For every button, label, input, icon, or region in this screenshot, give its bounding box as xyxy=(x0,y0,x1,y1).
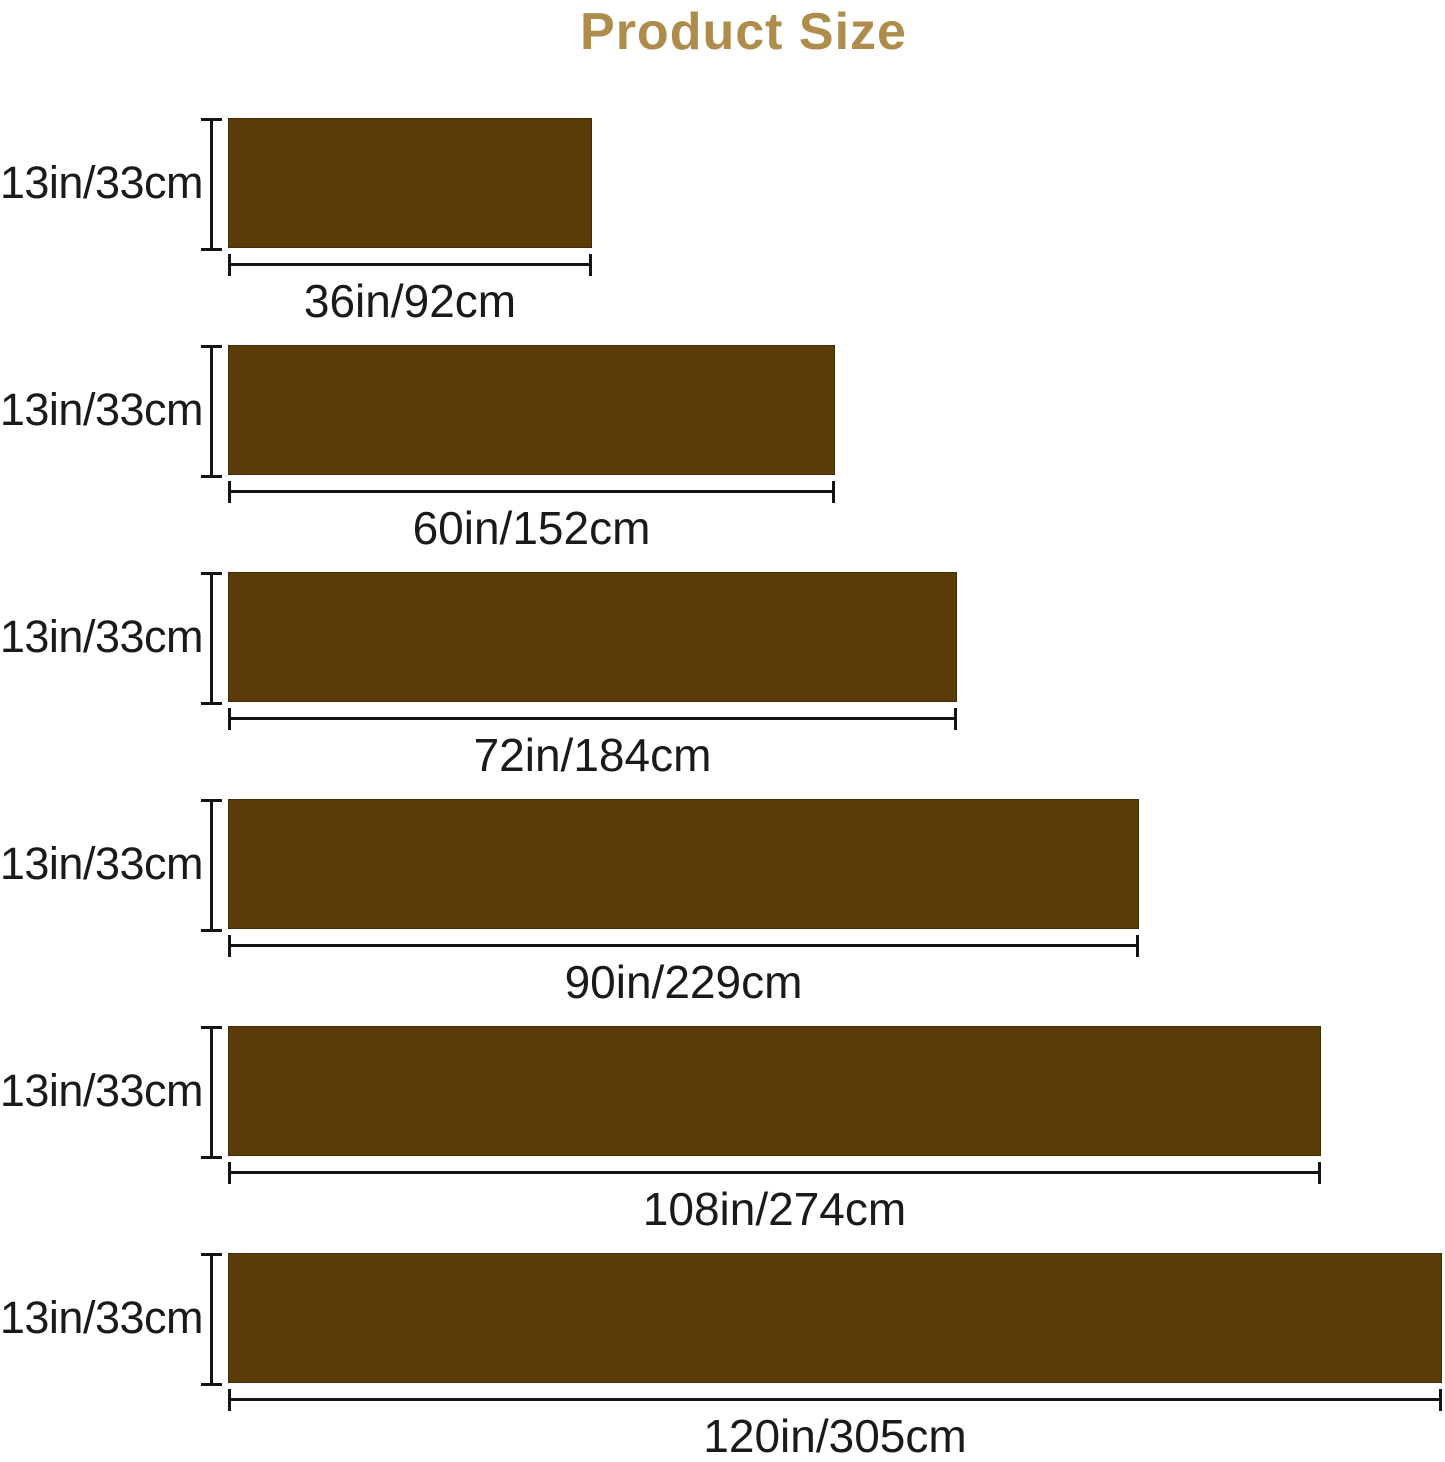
width-dimension-label: 90in/229cm xyxy=(564,956,803,1008)
vertical-dimension-line xyxy=(201,799,228,932)
height-dimension-label: 13in/33cm xyxy=(0,1065,204,1116)
bar-column: 120in/305cm xyxy=(228,1253,1442,1461)
vertical-dimension-line xyxy=(201,1026,228,1159)
product-rectangle xyxy=(228,572,957,702)
vertical-dimension-line xyxy=(201,345,228,478)
dimension-cap-bottom xyxy=(201,929,222,932)
height-dimension-label: 13in/33cm xyxy=(0,157,204,208)
dimension-cap-right xyxy=(1439,1389,1442,1411)
dimension-line-bar xyxy=(210,572,213,705)
bar-column: 36in/92cm xyxy=(228,118,592,326)
product-rectangle xyxy=(228,1253,1442,1383)
page-title: Product Size xyxy=(580,3,907,61)
height-dimension-label: 13in/33cm xyxy=(0,1292,204,1343)
horizontal-dimension-line xyxy=(228,1162,1321,1184)
size-row: 13in/33cm 120in/305cm xyxy=(0,1253,1445,1461)
dimension-line-bar xyxy=(228,263,592,266)
dimension-line-bar xyxy=(210,1253,213,1386)
horizontal-dimension-line xyxy=(228,935,1139,957)
dimension-cap-bottom xyxy=(201,702,222,705)
width-dimension-label: 108in/274cm xyxy=(642,1183,907,1235)
vertical-dimension-line xyxy=(201,1253,228,1386)
width-dimension-label: 60in/152cm xyxy=(412,502,651,554)
dimension-cap-right xyxy=(589,254,592,276)
dimension-cap-right xyxy=(1318,1162,1321,1184)
height-dimension-label: 13in/33cm xyxy=(0,838,204,889)
bar-column: 108in/274cm xyxy=(228,1026,1321,1234)
product-rectangle xyxy=(228,345,835,475)
dimension-cap-right xyxy=(832,481,835,503)
dimension-line-bar xyxy=(228,1398,1442,1401)
dimension-line-bar xyxy=(210,345,213,478)
dimension-cap-bottom xyxy=(201,248,222,251)
dimension-cap-bottom xyxy=(201,1383,222,1386)
dimension-line-bar xyxy=(228,717,957,720)
height-dimension-label: 13in/33cm xyxy=(0,384,204,435)
bar-column: 60in/152cm xyxy=(228,345,835,553)
horizontal-dimension-line xyxy=(228,708,957,730)
product-rectangle xyxy=(228,1026,1321,1156)
size-row: 13in/33cm 90in/229cm xyxy=(0,799,1445,1007)
dimension-line-bar xyxy=(228,490,835,493)
product-rectangle xyxy=(228,118,592,248)
size-diagram-rows: 13in/33cm 36in/92cm 13in/33cm xyxy=(0,118,1445,1461)
dimension-line-bar xyxy=(210,1026,213,1159)
height-dimension-label: 13in/33cm xyxy=(0,611,204,662)
bar-column: 72in/184cm xyxy=(228,572,957,780)
width-dimension-label: 36in/92cm xyxy=(303,275,517,327)
dimension-cap-bottom xyxy=(201,475,222,478)
horizontal-dimension-line xyxy=(228,481,835,503)
horizontal-dimension-line xyxy=(228,1389,1442,1411)
dimension-line-bar xyxy=(228,944,1139,947)
dimension-line-bar xyxy=(210,799,213,932)
dimension-cap-bottom xyxy=(201,1156,222,1159)
dimension-cap-right xyxy=(954,708,957,730)
vertical-dimension-line xyxy=(201,118,228,251)
dimension-line-bar xyxy=(228,1171,1321,1174)
dimension-cap-right xyxy=(1136,935,1139,957)
dimension-line-bar xyxy=(210,118,213,251)
vertical-dimension-line xyxy=(201,572,228,705)
size-row: 13in/33cm 108in/274cm xyxy=(0,1026,1445,1234)
width-dimension-label: 72in/184cm xyxy=(473,729,712,781)
width-dimension-label: 120in/305cm xyxy=(703,1410,967,1462)
product-rectangle xyxy=(228,799,1139,929)
size-row: 13in/33cm 36in/92cm xyxy=(0,118,1445,326)
size-row: 13in/33cm 60in/152cm xyxy=(0,345,1445,553)
bar-column: 90in/229cm xyxy=(228,799,1139,1007)
size-row: 13in/33cm 72in/184cm xyxy=(0,572,1445,780)
horizontal-dimension-line xyxy=(228,254,592,276)
